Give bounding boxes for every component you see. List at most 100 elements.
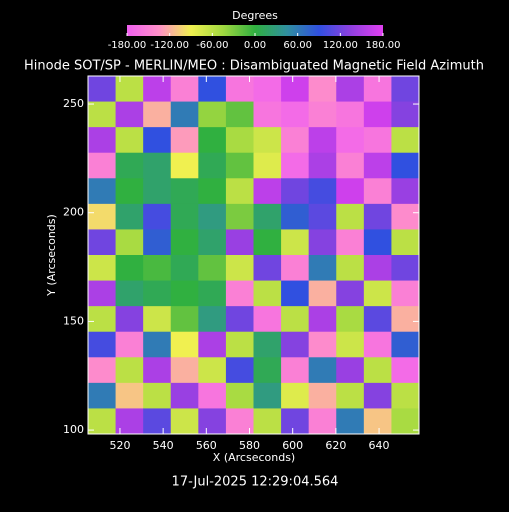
heatmap-cell bbox=[391, 331, 420, 358]
heatmap-cell bbox=[225, 382, 254, 409]
heatmap-cell bbox=[363, 306, 392, 333]
heatmap-cell bbox=[336, 152, 365, 179]
heatmap-cell bbox=[281, 280, 310, 307]
heatmap-cell bbox=[198, 280, 227, 307]
heatmap-cell bbox=[143, 76, 172, 103]
heatmap-cell bbox=[225, 280, 254, 307]
heatmap-cell bbox=[253, 408, 282, 435]
heatmap-cell bbox=[198, 382, 227, 409]
heatmap-cell bbox=[308, 331, 337, 358]
heatmap-cell bbox=[363, 229, 392, 256]
heatmap bbox=[88, 76, 420, 435]
heatmap-cell bbox=[253, 101, 282, 128]
heatmap-cell bbox=[363, 178, 392, 205]
heatmap-cell bbox=[225, 306, 254, 333]
heatmap-cell bbox=[225, 255, 254, 282]
heatmap-cell bbox=[281, 76, 310, 103]
heatmap-cell bbox=[308, 255, 337, 282]
heatmap-cell bbox=[336, 229, 365, 256]
y-tick-label: 250 bbox=[63, 97, 84, 110]
heatmap-cell bbox=[198, 408, 227, 435]
chart-title: Hinode SOT/SP - MERLIN/MEO : Disambiguat… bbox=[24, 59, 484, 74]
heatmap-cell bbox=[115, 152, 144, 179]
heatmap-cell bbox=[391, 127, 420, 154]
heatmap-cell bbox=[143, 127, 172, 154]
heatmap-cell bbox=[88, 203, 117, 230]
heatmap-cell bbox=[363, 203, 392, 230]
heatmap-cell bbox=[391, 280, 420, 307]
x-tick-label: 540 bbox=[153, 439, 174, 452]
heatmap-cell bbox=[115, 203, 144, 230]
y-tick-label: 150 bbox=[63, 314, 84, 327]
heatmap-cell bbox=[391, 178, 420, 205]
heatmap-cell bbox=[170, 280, 199, 307]
heatmap-cell bbox=[336, 127, 365, 154]
heatmap-cell bbox=[391, 152, 420, 179]
heatmap-cell bbox=[225, 101, 254, 128]
heatmap-cell bbox=[363, 331, 392, 358]
heatmap-cell bbox=[198, 76, 227, 103]
heatmap-cell bbox=[253, 178, 282, 205]
colorbar bbox=[127, 25, 383, 36]
heatmap-cell bbox=[253, 229, 282, 256]
heatmap-cell bbox=[198, 255, 227, 282]
heatmap-cell bbox=[115, 178, 144, 205]
heatmap-cell bbox=[225, 127, 254, 154]
heatmap-cell bbox=[391, 101, 420, 128]
colorbar-tick-label: -60.00 bbox=[196, 40, 228, 51]
heatmap-cell bbox=[88, 178, 117, 205]
heatmap-cell bbox=[143, 408, 172, 435]
heatmap-cell bbox=[336, 357, 365, 384]
heatmap-cell bbox=[253, 280, 282, 307]
colorbar-tick-label: -180.00 bbox=[108, 40, 147, 51]
heatmap-cell bbox=[88, 76, 117, 103]
heatmap-cell bbox=[308, 178, 337, 205]
heatmap-cell bbox=[143, 178, 172, 205]
heatmap-cell bbox=[143, 101, 172, 128]
heatmap-cell bbox=[253, 331, 282, 358]
heatmap-cell bbox=[170, 203, 199, 230]
heatmap-cell bbox=[253, 306, 282, 333]
heatmap-cell bbox=[281, 178, 310, 205]
heatmap-cell bbox=[336, 382, 365, 409]
heatmap-cell bbox=[143, 331, 172, 358]
heatmap-cell bbox=[253, 255, 282, 282]
heatmap-cell bbox=[115, 127, 144, 154]
heatmap-cell bbox=[170, 408, 199, 435]
heatmap-cell bbox=[308, 408, 337, 435]
heatmap-cell bbox=[115, 306, 144, 333]
heatmap-cell bbox=[115, 382, 144, 409]
heatmap-cell bbox=[308, 101, 337, 128]
heatmap-cell bbox=[281, 152, 310, 179]
heatmap-cell bbox=[88, 152, 117, 179]
heatmap-cell bbox=[198, 178, 227, 205]
heatmap-cell bbox=[115, 280, 144, 307]
heatmap-cell bbox=[198, 152, 227, 179]
heatmap-cell bbox=[198, 357, 227, 384]
heatmap-cell bbox=[170, 382, 199, 409]
x-axis-label: X (Arcseconds) bbox=[213, 451, 295, 464]
heatmap-cell bbox=[281, 127, 310, 154]
heatmap-cell bbox=[253, 203, 282, 230]
x-tick-label: 620 bbox=[325, 439, 346, 452]
heatmap-cell bbox=[281, 331, 310, 358]
heatmap-cell bbox=[88, 280, 117, 307]
heatmap-cell bbox=[281, 408, 310, 435]
heatmap-cell bbox=[336, 101, 365, 128]
heatmap-cell bbox=[253, 357, 282, 384]
heatmap-cell bbox=[88, 331, 117, 358]
heatmap-cell bbox=[170, 357, 199, 384]
heatmap-cell bbox=[363, 357, 392, 384]
x-tick-label: 580 bbox=[239, 439, 260, 452]
heatmap-cell bbox=[225, 229, 254, 256]
heatmap-cell bbox=[308, 203, 337, 230]
heatmap-cell bbox=[281, 101, 310, 128]
heatmap-cell bbox=[363, 101, 392, 128]
heatmap-cell bbox=[170, 127, 199, 154]
footer-timestamp: 17-Jul-2025 12:29:04.564 bbox=[172, 475, 339, 490]
heatmap-cell bbox=[253, 382, 282, 409]
heatmap-cell bbox=[225, 152, 254, 179]
heatmap-cell bbox=[198, 306, 227, 333]
heatmap-cell bbox=[143, 229, 172, 256]
heatmap-cell bbox=[281, 229, 310, 256]
